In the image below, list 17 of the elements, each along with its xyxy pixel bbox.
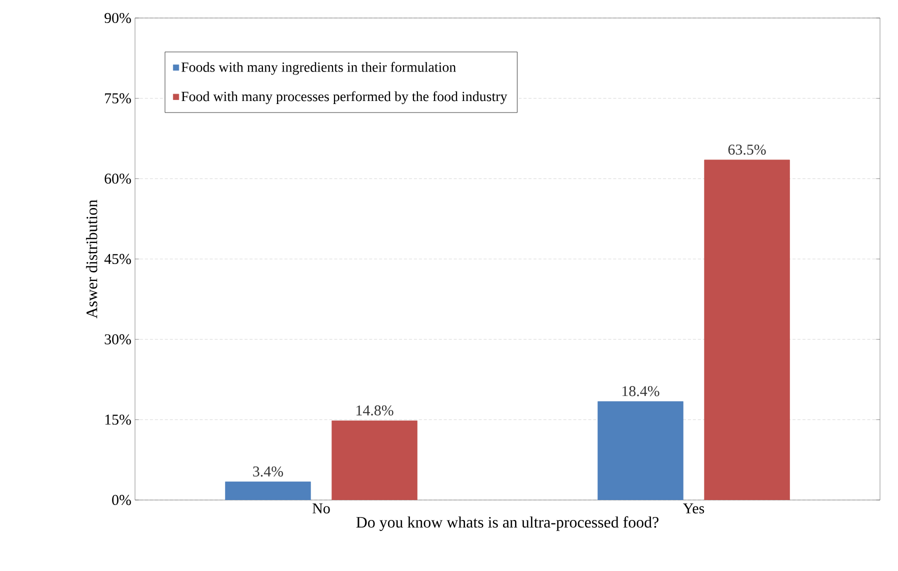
y-axis-title: Aswer distribution [86, 200, 98, 318]
legend-label: Foods with many ingredients in their formulation [181, 62, 456, 75]
data-label: 14.8% [356, 405, 394, 416]
x-tick-label: No [312, 504, 330, 514]
data-label: 3.4% [253, 466, 284, 477]
data-label: 63.5% [728, 144, 766, 155]
x-tick-label: Yes [683, 504, 704, 514]
y-tick-label: 45% [104, 254, 131, 264]
y-tick-label: 15% [105, 414, 131, 425]
legend-label: Food with many processes performed by the food industry [181, 91, 508, 104]
data-label: 18.4% [622, 386, 660, 396]
y-tick-label: 75% [105, 93, 131, 104]
x-axis-title: Do you know whats is an ultra-processed food? [356, 516, 658, 531]
y-tick-label: 60% [104, 174, 131, 184]
y-tick-label: 90% [104, 12, 131, 24]
y-tick-label: 0% [112, 494, 131, 506]
y-tick-label: 30% [104, 334, 131, 344]
